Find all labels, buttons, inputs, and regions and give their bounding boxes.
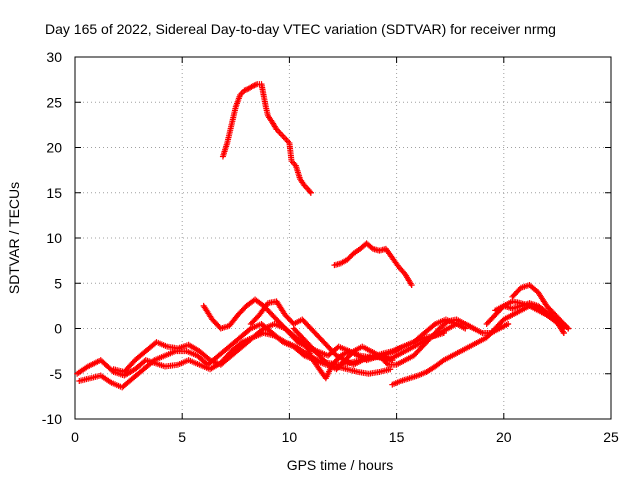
y-axis-label: SDTVAR / TECUs — [6, 182, 22, 294]
data-point — [306, 188, 313, 195]
data-point — [559, 319, 566, 326]
series-arc-10 — [509, 282, 572, 332]
data-point — [383, 360, 390, 367]
x-tick-label: 20 — [496, 429, 512, 445]
x-axis-label: GPS time / hours — [287, 457, 394, 473]
series-arc-4 — [200, 296, 319, 355]
data-points — [74, 81, 572, 391]
data-point — [565, 325, 572, 332]
data-point — [505, 320, 512, 327]
data-point — [430, 322, 437, 329]
data-point — [307, 189, 314, 196]
chart-title: Day 165 of 2022, Sidereal Day-to-day VTE… — [45, 21, 556, 37]
y-tick-label: -10 — [42, 411, 62, 427]
series-arc-mid — [331, 240, 415, 289]
data-point — [205, 356, 212, 363]
x-tick-label: 0 — [71, 429, 79, 445]
data-point — [300, 351, 307, 358]
data-point — [278, 337, 285, 344]
series-arc-peak — [219, 81, 314, 196]
axis-ticks: 0 5 10 15 20 25 -10 -5 0 5 10 15 20 25 30 — [42, 49, 619, 445]
x-tick-label: 10 — [282, 429, 298, 445]
data-point — [408, 282, 415, 289]
y-tick-label: 5 — [54, 275, 62, 291]
grid — [75, 57, 611, 419]
data-point — [560, 330, 567, 337]
data-point — [389, 357, 396, 364]
x-tick-label: 15 — [389, 429, 405, 445]
data-point — [246, 326, 253, 333]
data-point — [259, 326, 266, 333]
y-tick-label: 0 — [54, 321, 62, 337]
x-tick-label: 5 — [178, 429, 186, 445]
y-tick-label: 30 — [46, 49, 62, 65]
x-tick-label: 25 — [603, 429, 619, 445]
series-arc-7 — [303, 343, 396, 382]
y-tick-label: 10 — [46, 230, 62, 246]
y-tick-label: 20 — [46, 140, 62, 156]
y-tick-label: 15 — [46, 185, 62, 201]
y-tick-label: 25 — [46, 94, 62, 110]
data-point — [149, 358, 156, 365]
series-arc-11 — [492, 300, 567, 337]
y-tick-label: -5 — [50, 366, 63, 382]
